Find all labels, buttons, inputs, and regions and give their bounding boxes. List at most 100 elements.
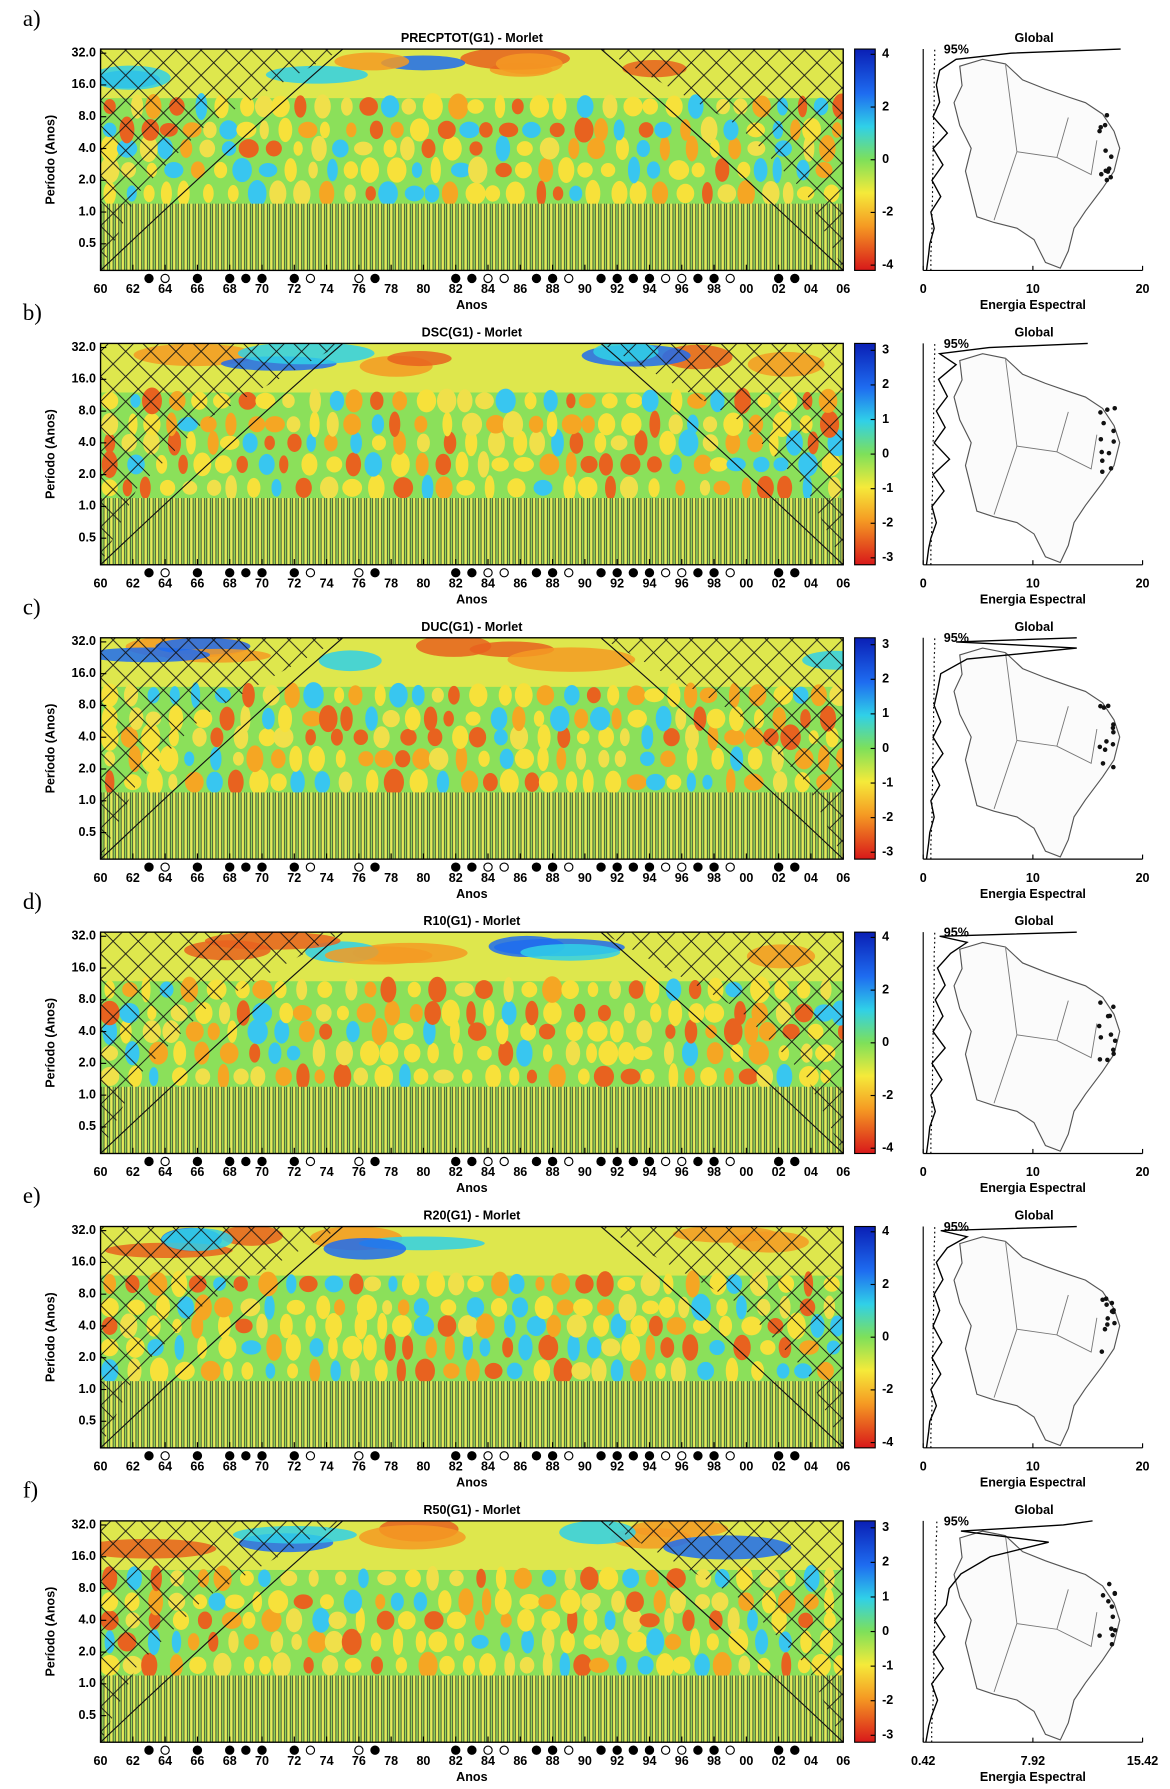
panel-label: b): [23, 300, 42, 325]
x-tick-label: 74: [320, 1460, 334, 1474]
field-blob: [709, 1610, 723, 1631]
field-blob: [640, 1271, 661, 1297]
field-blob: [675, 479, 686, 496]
field-blob: [388, 1276, 398, 1292]
station: [1106, 1599, 1111, 1604]
event-marker: [531, 862, 542, 872]
station: [1112, 1320, 1117, 1326]
x-tick-label: 76: [352, 1460, 366, 1474]
x-tick-label: 06: [836, 871, 850, 885]
event-marker: [709, 862, 719, 872]
field-blob: [427, 728, 443, 747]
field-blob: [295, 477, 312, 498]
event-marker: [241, 1451, 251, 1461]
field-blob: [682, 1334, 699, 1361]
event-marker: [499, 862, 509, 872]
field-blob: [629, 181, 647, 206]
coi-line: [100, 637, 844, 860]
field-blob: [713, 480, 730, 496]
field-blob: [252, 980, 273, 1000]
x-tick-label: 02: [772, 282, 786, 296]
station: [1108, 466, 1114, 471]
field-blob: [526, 1069, 538, 1084]
field-blob: [382, 710, 400, 728]
field-blob: [380, 95, 400, 118]
field-blob: [465, 429, 478, 457]
x-tick-label: 90: [578, 871, 592, 885]
event-marker: [564, 1745, 574, 1755]
field-blob: [574, 708, 589, 729]
field-blob: [658, 1296, 676, 1318]
x-tick-label: 72: [287, 1165, 301, 1179]
field-fingers: [100, 792, 844, 860]
event-marker: [241, 568, 251, 578]
x-tick-label: 92: [610, 282, 624, 296]
field-blob: [413, 1068, 429, 1085]
event-marker: [531, 273, 542, 284]
y-tick-label: 0.5: [79, 1119, 96, 1133]
field-blob: [587, 137, 606, 160]
field-blob: [568, 137, 580, 160]
x-tick-label: 70: [255, 1460, 269, 1474]
y-tick-label: 16.0: [72, 666, 96, 680]
field-blob: [660, 750, 676, 768]
x-tick-label: 70: [255, 871, 269, 885]
x-tick-label: 60: [94, 871, 108, 885]
colorbar-tick-label: -1: [882, 775, 893, 789]
field-blob: [502, 411, 524, 438]
field-blob: [777, 475, 793, 500]
y-tick-label: 16.0: [72, 1549, 96, 1563]
plot-frame: [99, 342, 844, 566]
global-x-tick-label: 10: [1026, 1460, 1040, 1474]
field-blob: [504, 1652, 516, 1679]
event-marker: [467, 1451, 477, 1461]
x-tick-label: 84: [481, 871, 495, 885]
x-tick-label: 92: [610, 871, 624, 885]
field-blob: [335, 1040, 353, 1066]
field-blob: [475, 980, 493, 1000]
chart-title: R20(G1) - Morlet: [423, 1209, 521, 1223]
field-blob: [404, 185, 425, 202]
x-tick-label: 82: [449, 1754, 463, 1768]
station: [1111, 428, 1116, 434]
field-blob: [582, 769, 594, 795]
field-blob: [565, 451, 577, 477]
event-marker: [531, 1156, 542, 1167]
field-blob: [668, 414, 683, 435]
colorbar-tick-label: -4: [882, 1141, 893, 1155]
x-axis-label: Anos: [456, 1770, 487, 1784]
colorbar-tick-label: -4: [882, 257, 893, 271]
field-blob: [314, 1069, 326, 1084]
event-marker: [370, 1745, 380, 1755]
x-tick-label: 06: [836, 1460, 850, 1474]
field-blob: [494, 94, 506, 119]
field-blob: [449, 1570, 464, 1587]
field-blob: [655, 1362, 666, 1380]
field-blob: [669, 454, 682, 475]
y-tick-label: 8.0: [79, 109, 96, 123]
field-blob: [291, 1633, 302, 1650]
field-blob: [598, 1566, 619, 1590]
x-tick-label: 80: [416, 1460, 430, 1474]
field-blob: [269, 180, 287, 207]
field-blob: [512, 706, 526, 732]
event-marker: [725, 568, 735, 578]
field-blob: [345, 978, 358, 1001]
field-blob: [685, 135, 699, 162]
field-blob: [519, 1656, 535, 1674]
field-blob: [551, 429, 564, 457]
field-blob: [685, 724, 699, 751]
field-blob: [695, 1594, 711, 1610]
field-blob: [423, 706, 438, 731]
colorbar-tick-label: 2: [882, 377, 889, 391]
field-blob: [709, 1339, 725, 1356]
field-blob: [169, 1654, 183, 1677]
field-blob: [203, 184, 214, 203]
field-blob: [561, 980, 579, 1000]
field-blob: [694, 1653, 710, 1678]
x-tick-label: 98: [707, 1754, 721, 1768]
station: [1103, 148, 1108, 153]
field-blob: [259, 1656, 272, 1675]
station: [1110, 725, 1116, 731]
